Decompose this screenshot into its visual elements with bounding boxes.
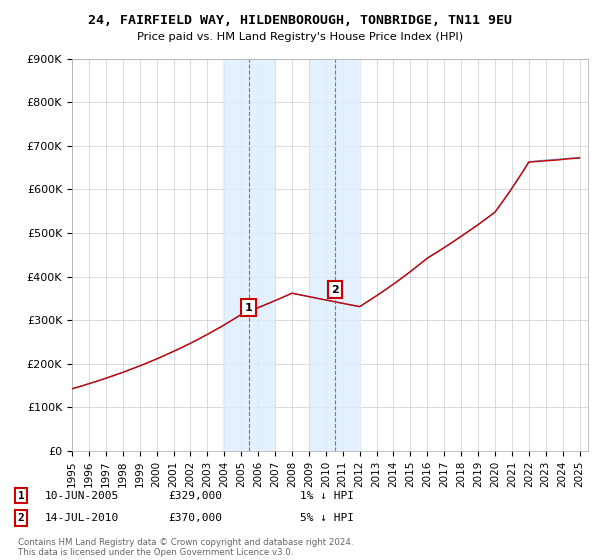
Text: £329,000: £329,000 [168, 491, 222, 501]
Text: 5% ↓ HPI: 5% ↓ HPI [300, 513, 354, 523]
Text: 2: 2 [331, 284, 339, 295]
Text: 24, FAIRFIELD WAY, HILDENBOROUGH, TONBRIDGE, TN11 9EU: 24, FAIRFIELD WAY, HILDENBOROUGH, TONBRI… [88, 14, 512, 27]
Text: Contains HM Land Registry data © Crown copyright and database right 2024.
This d: Contains HM Land Registry data © Crown c… [18, 538, 353, 557]
Text: 1% ↓ HPI: 1% ↓ HPI [300, 491, 354, 501]
Text: £370,000: £370,000 [168, 513, 222, 523]
Bar [310, 59, 360, 451]
Text: 2: 2 [17, 513, 25, 523]
Text: 14-JUL-2010: 14-JUL-2010 [45, 513, 119, 523]
Bar [223, 59, 274, 451]
Text: 1: 1 [17, 491, 25, 501]
Text: 10-JUN-2005: 10-JUN-2005 [45, 491, 119, 501]
Text: 1: 1 [245, 302, 253, 312]
Text: Price paid vs. HM Land Registry's House Price Index (HPI): Price paid vs. HM Land Registry's House … [137, 32, 463, 43]
